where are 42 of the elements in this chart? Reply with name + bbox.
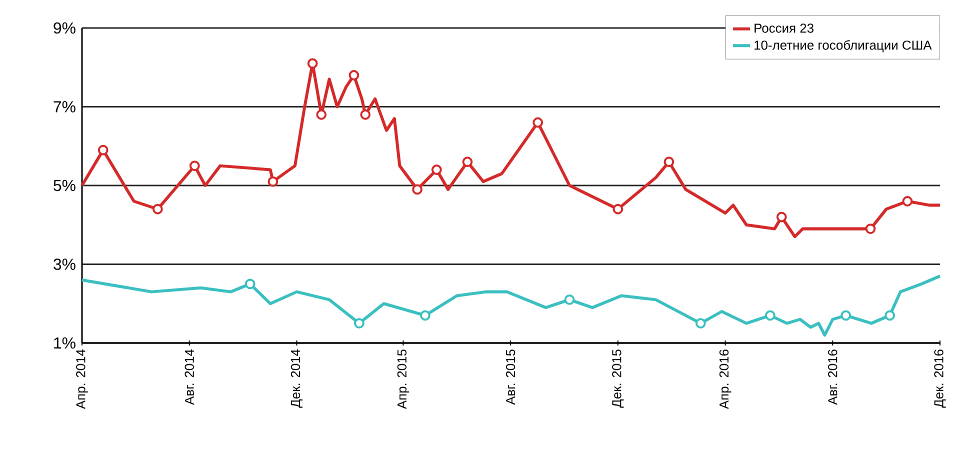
legend-label: 10-летние гособлигации США — [754, 40, 932, 52]
x-tick-label: Авг. 2014 — [184, 349, 194, 405]
point — [431, 164, 442, 175]
x-tick-label: Дек. 2015 — [612, 350, 624, 408]
x-tick-label: Апр. 2016 — [719, 350, 732, 410]
point — [884, 310, 896, 321]
point — [316, 109, 327, 120]
x-tick-label: Апр. 2014 — [76, 349, 88, 410]
point — [840, 310, 852, 321]
point — [564, 294, 575, 305]
point — [865, 224, 876, 234]
legend-label: Россия 23 — [754, 24, 814, 33]
point — [307, 58, 318, 69]
y-tick-label: 1% — [54, 337, 76, 349]
point — [189, 160, 200, 172]
x-tick-label: Авг. 2016 — [828, 350, 838, 405]
x-tick-label: Дек. 2014 — [290, 349, 303, 408]
point — [695, 318, 706, 329]
point — [268, 176, 278, 187]
point — [764, 310, 776, 321]
x-tick-label: Дек. 2016 — [934, 350, 946, 408]
point — [360, 109, 371, 120]
point — [902, 196, 913, 206]
point — [244, 278, 256, 290]
point — [462, 156, 473, 168]
point — [612, 204, 624, 214]
point — [412, 184, 422, 195]
point — [776, 212, 787, 222]
point — [152, 204, 163, 214]
point — [532, 117, 544, 128]
y-tick-label: 9% — [54, 22, 76, 34]
y-tick-label: 7% — [54, 101, 76, 112]
x-tick-label: Апр. 2015 — [397, 350, 410, 410]
point — [664, 156, 674, 168]
x-tick-label: Авг. 2015 — [506, 350, 516, 405]
point — [98, 144, 108, 156]
point — [348, 70, 360, 80]
line-series — [80, 274, 942, 337]
y-tick-label: 5% — [54, 180, 76, 192]
point — [354, 318, 364, 329]
point — [420, 310, 430, 321]
y-tick-label: 3% — [54, 258, 76, 270]
